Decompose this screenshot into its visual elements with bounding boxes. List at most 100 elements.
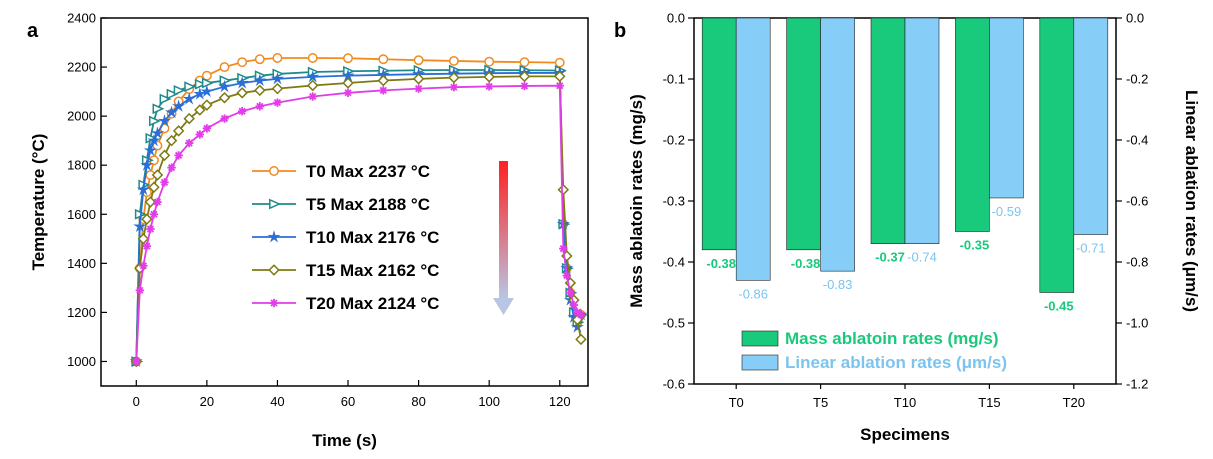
- asterisk-stroke: [185, 139, 193, 147]
- y-tick-label: 2000: [67, 109, 96, 124]
- y-tick-label-left: 0.0: [667, 11, 685, 26]
- x-tick-label: T0: [729, 395, 744, 410]
- data-point: [449, 82, 459, 92]
- y-tick-label-right: 0.0: [1126, 11, 1144, 26]
- legend-label-t20: T20 Max 2124 °C: [306, 294, 439, 313]
- asterisk-stroke: [270, 299, 278, 307]
- bar-mass-t15: [955, 17, 990, 232]
- asterisk-stroke: [563, 271, 571, 280]
- data-point: [270, 71, 284, 85]
- asterisk-stroke: [160, 178, 169, 186]
- asterisk-stroke: [238, 107, 246, 115]
- data-point: [160, 178, 169, 187]
- x-axis-title: Time (s): [312, 431, 377, 450]
- y-tick-label-right: -0.4: [1126, 133, 1148, 148]
- data-point: [159, 93, 172, 105]
- bar-label-linear: -0.83: [823, 277, 853, 292]
- asterisk-stroke: [273, 99, 282, 107]
- data-point: [308, 92, 317, 101]
- bar-label-mass: -0.35: [960, 238, 990, 253]
- asterisk-stroke: [556, 82, 564, 90]
- legend-marker: [269, 298, 279, 308]
- data-point: [483, 71, 495, 83]
- x-tick-label: T20: [1063, 395, 1085, 410]
- data-point: [148, 115, 161, 127]
- data-point: [158, 114, 172, 127]
- y-tick-label-right: -0.6: [1126, 194, 1148, 209]
- data-point: [413, 55, 424, 66]
- data-point: [484, 56, 495, 67]
- legend-marker: [267, 230, 281, 243]
- legend-marker: [268, 264, 280, 276]
- y-tick-label: 2400: [67, 11, 96, 26]
- x-tick-label: 60: [341, 394, 355, 409]
- data-point: [218, 91, 231, 104]
- data-point: [182, 92, 196, 105]
- data-point: [575, 333, 587, 346]
- data-point: [306, 70, 320, 83]
- data-point: [146, 224, 155, 234]
- y-tick-label: 2200: [67, 60, 96, 75]
- asterisk-stroke: [143, 242, 151, 250]
- data-point: [149, 210, 159, 219]
- asterisk-stroke: [573, 308, 582, 317]
- data-point: [143, 143, 157, 157]
- bar-label-linear: -0.59: [992, 204, 1022, 219]
- data-point: [183, 112, 195, 125]
- legend-label-t10: T10 Max 2176 °C: [306, 228, 439, 247]
- panel-b-bar-chart: 0.0 -0.1 -0.2 -0.3 -0.4 -0.5 -0.6 0.0 -0.2 -0.4 -0…: [627, 11, 1201, 445]
- data-point: [173, 85, 186, 96]
- y-tick-label: 1400: [67, 256, 96, 271]
- data-point: [306, 79, 319, 92]
- y-tick-label-left: -0.4: [663, 255, 685, 270]
- data-point: [307, 53, 318, 63]
- bar-linear-t10: [904, 17, 940, 244]
- data-point: [193, 87, 207, 100]
- x-tick-label: T10: [894, 395, 916, 410]
- data-point: [559, 244, 568, 253]
- x-tick-label: 80: [411, 394, 425, 409]
- y-tick-label: 1200: [67, 305, 96, 320]
- data-point: [377, 74, 390, 87]
- legend-label-linear: Linear ablation rates (μm/s): [785, 353, 1007, 372]
- asterisk-stroke: [256, 102, 264, 110]
- data-point: [237, 107, 247, 116]
- x-tick-label: 20: [200, 394, 214, 409]
- data-point: [158, 149, 171, 162]
- y-axis-title: Temperature (°C): [29, 134, 48, 271]
- x-tick-label: 100: [478, 394, 500, 409]
- x-tick-label: T5: [813, 395, 828, 410]
- data-point: [566, 288, 575, 297]
- asterisk-stroke: [520, 82, 529, 90]
- data-point: [174, 151, 183, 160]
- data-point: [165, 134, 178, 147]
- temperature-gradient-arrow: [493, 161, 514, 315]
- data-point: [379, 86, 388, 95]
- data-point: [185, 138, 194, 148]
- data-point: [562, 271, 572, 280]
- panel-a-line-chart: 1000 1200 1400 1600 1800 2000 2200 2400 0 20 40 60 8…: [29, 11, 589, 450]
- data-point: [167, 163, 176, 172]
- x-tick-label: 0: [133, 394, 140, 409]
- asterisk-stroke: [220, 114, 229, 123]
- data-point: [133, 219, 147, 233]
- asterisk-stroke: [570, 301, 578, 309]
- x-axis-title: Specimens: [860, 425, 950, 444]
- legend-label-t15: T15 Max 2162 °C: [306, 261, 439, 280]
- data-point: [235, 76, 249, 89]
- panel-b-label: b: [614, 20, 626, 42]
- data-point: [448, 71, 460, 84]
- data-point: [271, 82, 284, 95]
- data-point: [144, 196, 157, 208]
- data-point: [172, 125, 185, 137]
- panel-b-legend: Mass ablatoin rates (mg/s) Linear ablatio…: [741, 329, 1007, 372]
- data-point: [141, 213, 153, 225]
- y-tick-label-right: -0.8: [1126, 255, 1148, 270]
- asterisk-stroke: [577, 311, 585, 319]
- asterisk-stroke: [485, 82, 493, 91]
- series-t20: [132, 81, 586, 366]
- legend-marker: [269, 198, 282, 210]
- data-point: [520, 81, 529, 91]
- x-tick-label: T15: [978, 395, 1000, 410]
- y-tick-label-left: -0.1: [663, 72, 685, 87]
